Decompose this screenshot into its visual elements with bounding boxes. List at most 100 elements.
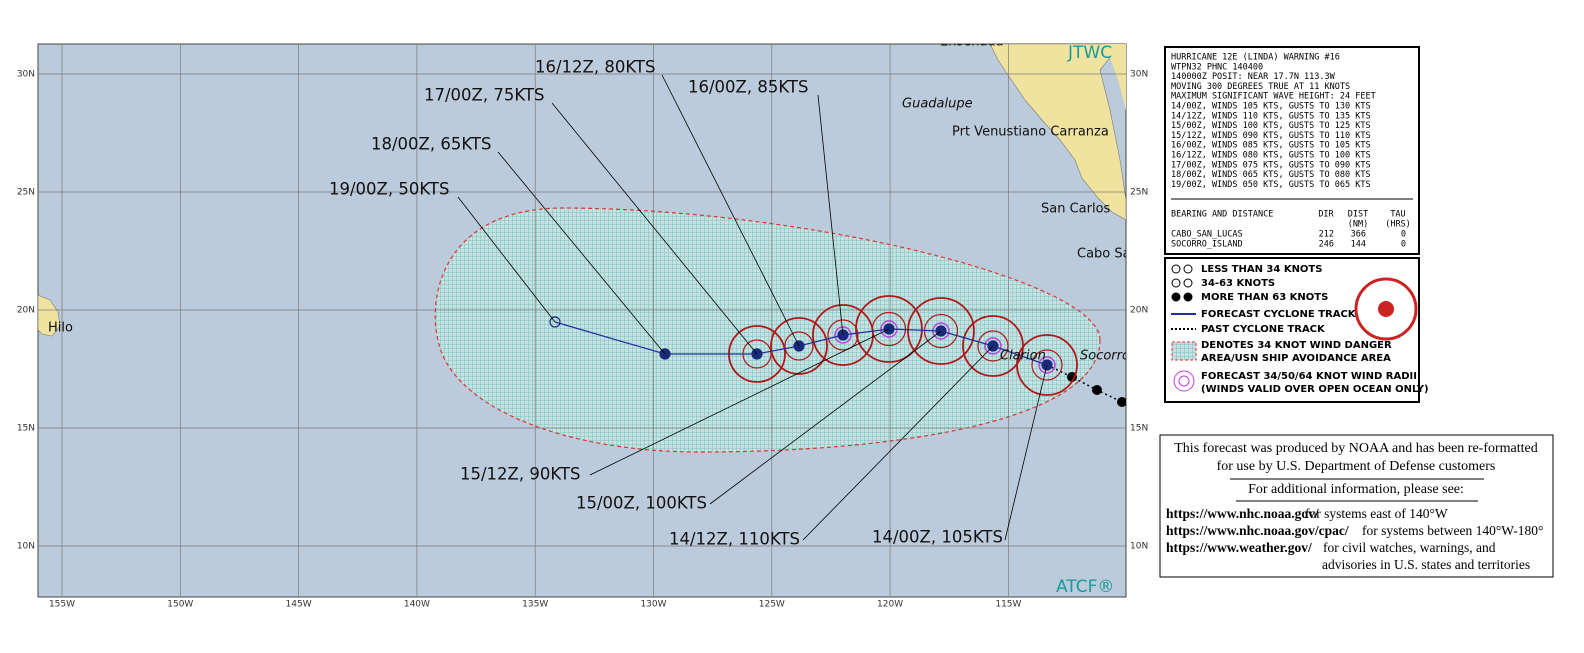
past-track (1046, 364, 1123, 403)
lat-label: 25N (17, 188, 35, 198)
wind-radius-34 (770, 317, 828, 375)
lon-label: 145W (286, 600, 312, 610)
label-leader (551, 102, 758, 355)
lat-label: 15N (1130, 424, 1148, 434)
table-cell: 212 (1319, 230, 1334, 240)
label-leader (457, 196, 556, 323)
legend-symbol (1183, 292, 1193, 302)
table-cell: 144 (1351, 240, 1366, 250)
forecast-label: 16/00Z, 85KTS (688, 78, 808, 97)
forecast-label: 15/12Z, 90KTS (460, 465, 580, 484)
place-name: Ensenada (940, 35, 1004, 50)
legend-area (1171, 341, 1197, 361)
legend-radii (1178, 375, 1190, 387)
forecast-label: 16/12Z, 80KTS (535, 58, 655, 77)
label-leader (497, 151, 666, 355)
warning-line: WTPN32 PHNC 140400 (1171, 62, 1263, 72)
table-units: (HRS) (1385, 220, 1411, 230)
wind-radius-50 (871, 311, 907, 347)
info-line: This forecast was produced by NOAA and h… (1174, 441, 1538, 456)
forecast-label: 18/00Z, 65KTS (371, 135, 491, 154)
forecast-label: 14/12Z, 110KTS (669, 530, 800, 549)
danger-area (434, 207, 1101, 453)
warning-line: 17/00Z, WINDS 075 KTS, GUSTS TO 090 KTS (1171, 160, 1371, 170)
table-header: DIR (1318, 210, 1334, 220)
warning-line: 15/12Z, WINDS 090 KTS, GUSTS TO 110 KTS (1171, 131, 1371, 141)
wind-radius-64 (984, 337, 1002, 355)
legend-item: LESS THAN 34 KNOTS (1201, 264, 1322, 275)
lon-label: 135W (522, 600, 548, 610)
legend-item: PAST CYCLONE TRACK (1201, 324, 1326, 335)
place-name: Hilo (48, 321, 73, 336)
warning-line: 16/12Z, WINDS 080 KTS, GUSTS TO 100 KTS (1171, 151, 1371, 161)
label-leader (709, 330, 942, 505)
warning-line: 19/00Z, WINDS 050 KTS, GUSTS TO 065 KTS (1171, 180, 1371, 190)
wind-radius-50 (1031, 349, 1063, 381)
table-header: DIST (1348, 210, 1368, 220)
legend-item: 34-63 KNOTS (1201, 278, 1275, 289)
info-link[interactable]: https://www.nhc.noaa.gov/cpac/ (1166, 523, 1349, 538)
legend-symbol (1183, 278, 1193, 288)
info-continuation: advisories in U.S. states and territorie… (1322, 557, 1530, 572)
lat-label: 25N (1130, 188, 1148, 198)
wind-radius-34 (1016, 334, 1078, 396)
warning-line: 18/00Z, WINDS 065 KTS, GUSTS TO 080 KTS (1171, 170, 1371, 180)
warning-box (1164, 46, 1420, 255)
warning-line: 15/00Z, WINDS 100 KTS, GUSTS TO 125 KTS (1171, 121, 1371, 131)
place-name: San Carlos (1041, 202, 1111, 217)
map-layer: Ensenada Guadalupe Prt Venustiano Carranza… (38, 35, 1130, 597)
info-line: For additional information, please see: (1248, 482, 1464, 497)
info-line: for use by U.S. Department of Defense cu… (1217, 459, 1496, 474)
info-link[interactable]: https://www.weather.gov/ (1166, 540, 1312, 555)
warning-line: 14/00Z, WINDS 105 KTS, GUSTS TO 130 KTS (1171, 102, 1371, 112)
mainland (1105, 44, 1126, 110)
legend-symbol (1171, 292, 1181, 302)
lat-label: 20N (17, 306, 35, 316)
wind-radius-50 (923, 313, 959, 349)
forecast-label: 19/00Z, 50KTS (329, 180, 449, 199)
table-header: TAU (1390, 210, 1405, 220)
wind-radius-64 (834, 326, 852, 344)
past-position (1117, 397, 1126, 407)
warning-line: 16/00Z, WINDS 085 KTS, GUSTS TO 105 KTS (1171, 141, 1371, 151)
place-name: Socorro (1080, 349, 1130, 364)
legend-item: DENOTES 34 KNOT WIND DANGER (1201, 340, 1392, 351)
lat-label: 10N (17, 542, 35, 552)
lon-label: 125W (759, 600, 785, 610)
info-link[interactable]: https://www.nhc.noaa.gov/ (1166, 506, 1319, 521)
warning-line: HURRICANE 12E (LINDA) WARNING #16 (1171, 53, 1340, 63)
place-name: Prt Venustiano Carranza (952, 125, 1109, 140)
wind-radius-50 (977, 330, 1009, 362)
legend-item: MORE THAN 63 KNOTS (1201, 292, 1328, 303)
table-cell: 246 (1319, 240, 1334, 250)
table-cell: CABO_SAN_LUCAS (1171, 230, 1243, 240)
lat-label: 10N (1130, 542, 1148, 552)
table-cell: 366 (1351, 230, 1366, 240)
legend-symbol (1183, 264, 1193, 274)
brand-jtwc: JTWC (1067, 43, 1112, 63)
info-box (1159, 434, 1554, 578)
label-leader (661, 74, 800, 347)
legend-item: AREA/USN SHIP AVOIDANCE AREA (1201, 353, 1391, 364)
lat-label: 30N (1130, 70, 1148, 80)
lon-label: 130W (640, 600, 666, 610)
lat-label: 20N (1130, 306, 1148, 316)
place-name: Clarion (1000, 349, 1046, 364)
label-leader (589, 328, 890, 476)
past-position (1067, 372, 1077, 382)
warning-line: 140000Z POSIT: NEAR 17.7N 113.3W (1171, 72, 1336, 82)
past-position (1092, 385, 1102, 395)
info-link-text: for civil watches, warnings, and (1323, 540, 1496, 555)
lat-label: 15N (17, 424, 35, 434)
lon-label: 120W (877, 600, 903, 610)
info-link-text: for systems east of 140°W (1305, 506, 1448, 521)
label-leader (1004, 364, 1048, 541)
lat-label: 30N (17, 70, 35, 80)
wind-radius-50 (827, 319, 859, 351)
warning-line: MAXIMUM SIGNIFICANT WAVE HEIGHT: 24 FEET (1171, 92, 1376, 102)
info-link-text: for systems between 140°W-180° (1362, 523, 1543, 538)
place-name: Guadalupe (902, 97, 973, 112)
table-cell: SOCORRO_ISLAND (1171, 240, 1243, 250)
table-units: (NM) (1348, 220, 1368, 230)
